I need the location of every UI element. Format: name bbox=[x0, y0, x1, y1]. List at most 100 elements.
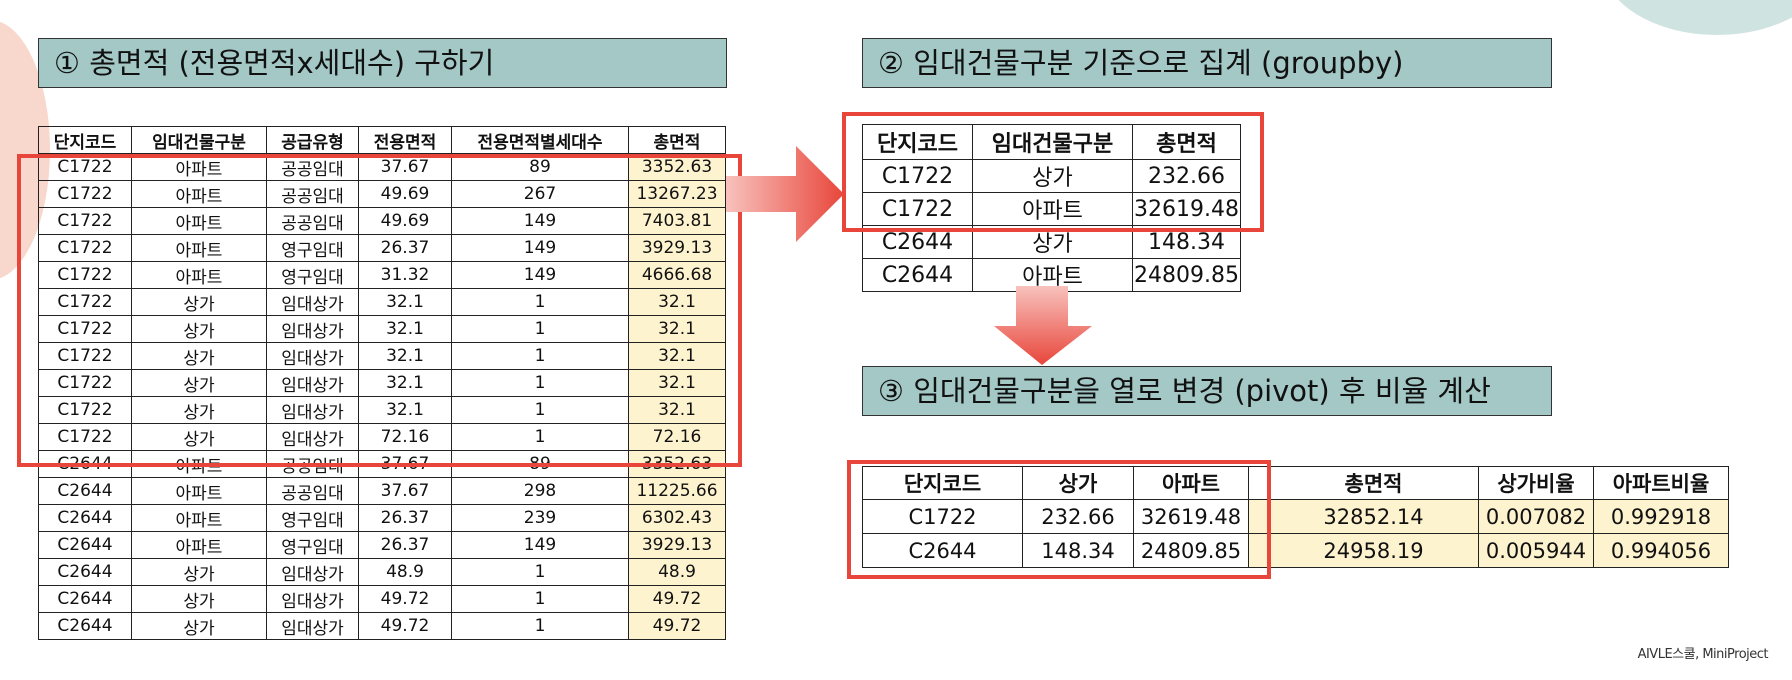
table-row: C1722 232.66 32619.48 32852.14 0.007082 0.992… bbox=[862, 499, 1729, 534]
table-cell: 상가 bbox=[972, 159, 1133, 193]
table-cell: 상가 bbox=[131, 315, 267, 343]
table-cell: 32.1 bbox=[358, 342, 452, 370]
table-cell: 아파트 bbox=[131, 234, 267, 262]
table-cell: C2644 bbox=[38, 531, 132, 559]
header-cell: 아파트비율 bbox=[1593, 466, 1729, 500]
header-cell: 단지코드 bbox=[38, 126, 132, 154]
table-cell: 0.007082 bbox=[1478, 499, 1594, 534]
table-cell: 아파트 bbox=[131, 261, 267, 289]
table-cell: 24809.85 bbox=[1133, 533, 1249, 568]
table-row: C2644 상가 임대상가 49.72 1 49.72 bbox=[38, 585, 726, 613]
table-cell: 임대상가 bbox=[266, 558, 359, 586]
table-row: C2644 아파트 공공임대 37.67 298 11225.66 bbox=[38, 477, 726, 505]
table-cell: 0.994056 bbox=[1593, 533, 1729, 568]
table-row: C1722 상가 임대상가 32.1 1 32.1 bbox=[38, 288, 726, 316]
table-cell: C1722 bbox=[38, 369, 132, 397]
table-cell: 32852.14 bbox=[1268, 499, 1479, 534]
table-cell: 32.1 bbox=[358, 288, 452, 316]
table-cell: 1 bbox=[451, 585, 629, 613]
table-cell: 상가 bbox=[131, 396, 267, 424]
table-row: C1722 아파트 영구임대 26.37 149 3929.13 bbox=[38, 234, 726, 262]
table-row: C2644 148.34 24809.85 24958.19 0.005944 0.994… bbox=[862, 533, 1729, 568]
header-cell: 공급유형 bbox=[266, 126, 359, 154]
header-cell: 임대건물구분 bbox=[131, 126, 267, 154]
table-cell: 32.1 bbox=[358, 396, 452, 424]
table-cell: 48.9 bbox=[628, 558, 726, 586]
header-cell: 단지코드 bbox=[862, 466, 1023, 500]
header-cell: 총면적 bbox=[1132, 124, 1241, 160]
table-cell: 임대상가 bbox=[266, 585, 359, 613]
table-cell: 공공임대 bbox=[266, 207, 359, 235]
header-cell: 전용면적 bbox=[358, 126, 452, 154]
table-cell: 공공임대 bbox=[266, 477, 359, 505]
decorative-shape-right bbox=[1602, 0, 1792, 35]
table-cell: 아파트 bbox=[131, 531, 267, 559]
table-cell: 아파트 bbox=[972, 258, 1133, 292]
table-cell: C1722 bbox=[38, 288, 132, 316]
table-cell: 상가 bbox=[131, 558, 267, 586]
table-cell: 24958.19 bbox=[1268, 533, 1479, 568]
table-cell: C1722 bbox=[38, 396, 132, 424]
table-cell: 298 bbox=[451, 477, 629, 505]
table-cell: C2644 bbox=[862, 258, 973, 292]
table-row: C2644 상가 임대상가 49.72 1 49.72 bbox=[38, 612, 726, 640]
source-data-table: 단지코드 임대건물구분 공급유형 전용면적 전용면적별세대수 총면적 C1722… bbox=[38, 126, 726, 640]
table-cell: C2644 bbox=[38, 612, 132, 640]
table-cell: 13267.23 bbox=[628, 180, 726, 208]
table-row: C1722 상가 임대상가 72.16 1 72.16 bbox=[38, 423, 726, 451]
table-cell: 32.1 bbox=[628, 396, 726, 424]
table-cell: 1 bbox=[451, 288, 629, 316]
table-cell: 26.37 bbox=[358, 531, 452, 559]
table-cell: C2644 bbox=[38, 585, 132, 613]
highlight-box-pivot-columns bbox=[847, 460, 1271, 579]
table-row: C2644 아파트 영구임대 26.37 149 3929.13 bbox=[38, 531, 726, 559]
table-cell: 아파트 bbox=[131, 477, 267, 505]
table-cell: C2644 bbox=[38, 558, 132, 586]
table-cell: 49.72 bbox=[358, 585, 452, 613]
table-cell: 공공임대 bbox=[266, 180, 359, 208]
table-cell: 아파트 bbox=[131, 180, 267, 208]
table-cell: 149 bbox=[451, 531, 629, 559]
table-header-row: 단지코드 임대건물구분 공급유형 전용면적 전용면적별세대수 총면적 bbox=[38, 126, 726, 154]
table-cell: 32619.48 bbox=[1132, 192, 1241, 226]
table-row: C1722 상가 임대상가 32.1 1 32.1 bbox=[38, 315, 726, 343]
table-cell: 상가 bbox=[131, 369, 267, 397]
table-cell: C2644 bbox=[38, 477, 132, 505]
table-row: C1722 상가 임대상가 32.1 1 32.1 bbox=[38, 396, 726, 424]
table-row: C1722 상가 232.66 bbox=[862, 159, 1241, 193]
table-cell: 영구임대 bbox=[266, 531, 359, 559]
highlight-box-c1722-group bbox=[842, 112, 1264, 232]
table-cell: 7403.81 bbox=[628, 207, 726, 235]
table-row: C2644 아파트 영구임대 26.37 239 6302.43 bbox=[38, 504, 726, 532]
table-cell: 0.005944 bbox=[1478, 533, 1594, 568]
table-cell: 72.16 bbox=[628, 423, 726, 451]
table-cell: 임대상가 bbox=[266, 315, 359, 343]
table-cell: 영구임대 bbox=[266, 261, 359, 289]
table-cell bbox=[1248, 533, 1269, 568]
table-header-row: 단지코드 임대건물구분 총면적 bbox=[862, 124, 1241, 160]
table-cell: 11225.66 bbox=[628, 477, 726, 505]
table-row: C1722 상가 임대상가 32.1 1 32.1 bbox=[38, 369, 726, 397]
footer-credit: AIVLE스쿨, MiniProject bbox=[1637, 647, 1769, 662]
table-cell: 영구임대 bbox=[266, 234, 359, 262]
highlight-box-c1722-rows bbox=[17, 154, 742, 467]
table-cell: 아파트 bbox=[972, 192, 1133, 226]
table-cell: C1722 bbox=[862, 192, 973, 226]
table-row: C2644 아파트 24809.85 bbox=[862, 258, 1241, 292]
down-arrow-icon bbox=[994, 286, 1092, 365]
table-header-row: 단지코드 상가 아파트 총면적 상가비율 아파트비율 bbox=[862, 466, 1729, 500]
table-cell: C1722 bbox=[38, 315, 132, 343]
table-cell: 49.69 bbox=[358, 207, 452, 235]
table-cell: 아파트 bbox=[131, 504, 267, 532]
table-cell: 37.67 bbox=[358, 477, 452, 505]
table-cell: 26.37 bbox=[358, 504, 452, 532]
table-cell: 49.72 bbox=[628, 612, 726, 640]
table-cell: C1722 bbox=[38, 234, 132, 262]
table-cell: 48.9 bbox=[358, 558, 452, 586]
table-cell: 상가 bbox=[131, 342, 267, 370]
table-cell: C1722 bbox=[38, 207, 132, 235]
table-row: C1722 아파트 공공임대 49.69 267 13267.23 bbox=[38, 180, 726, 208]
table-cell: 149 bbox=[451, 234, 629, 262]
table-row: C1722 아파트 32619.48 bbox=[862, 192, 1241, 226]
table-row: C2644 상가 임대상가 48.9 1 48.9 bbox=[38, 558, 726, 586]
